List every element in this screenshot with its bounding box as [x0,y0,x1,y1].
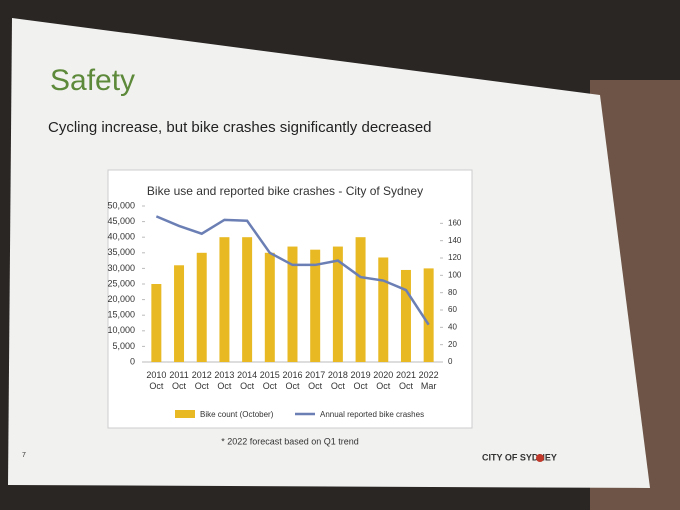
y-tick-label: 35,000 [107,247,135,257]
bar [400,269,411,362]
y-tick-label: 50,000 [107,200,135,210]
x-tick-label: 2016 Oct [282,370,303,391]
bar [378,257,389,362]
y2-tick-label: 160 [448,218,462,227]
x-tick-label-box: 2018 Oct [327,370,348,391]
bar [196,252,207,362]
x-tick-label-box: 2015 Oct [259,370,280,391]
bar [219,237,230,362]
bar [332,246,343,362]
y-tick-label: 20,000 [107,294,135,304]
x-tick-label-box: 2020 Oct [373,370,394,391]
slide-subheading: Cycling increase, but bike crashes signi… [48,119,432,136]
y2-tick-label: 100 [448,270,462,279]
bar [310,249,321,362]
x-tick-label-box: 2014 Oct [237,370,258,391]
x-tick-label-box: 2010 Oct [146,370,167,391]
bar [423,268,434,362]
x-tick-label: 2013 Oct [214,370,235,391]
y-tick-label: 5,000 [112,341,135,351]
x-tick-label: 2020 Oct [373,370,394,391]
legend-swatch [175,410,195,418]
slide-heading: Safety [50,64,135,97]
x-tick-label: 2019 Oct [350,370,371,391]
bar [355,237,366,362]
x-tick-label: 2010 Oct [146,370,167,391]
logo: CITY OF SYDNEY [482,452,557,462]
y2-tick-label: 60 [448,305,457,314]
line [155,215,430,326]
x-tick-label-box: 2016 Oct [282,370,303,391]
x-tick-label-box: 2022 Mar [418,370,439,391]
legend-label: Annual reported bike crashes [320,410,424,419]
x-tick-label-box: 2011 Oct [169,370,189,391]
x-tick-label-box: 2017 Oct [305,370,326,391]
x-tick-label: 2022 Mar [418,370,439,391]
x-tick-label: 2015 Oct [259,370,280,391]
y2-tick-label: 0 [448,357,453,366]
x-tick-label-box: 2019 Oct [350,370,371,391]
y-tick-label: 30,000 [107,263,135,273]
y2-tick-label: 20 [448,340,457,349]
legend-label: Bike count (October) [200,410,274,419]
x-tick-label: 2014 Oct [237,370,258,391]
bar [174,265,185,362]
x-tick-label: 2021 Oct [395,370,416,391]
x-tick-label: 2012 Oct [191,370,212,391]
y-tick-label: 15,000 [107,310,135,320]
y2-tick-label: 80 [448,288,457,297]
footnote: * 2022 forecast based on Q1 trend [221,436,359,446]
x-tick-label-box: 2013 Oct [214,370,235,391]
x-tick-label: 2017 Oct [305,370,326,391]
y-tick-label: 45,000 [107,216,135,226]
bar [287,246,298,362]
chart-title: Bike use and reported bike crashes - Cit… [147,184,423,198]
y-tick-label: 10,000 [107,325,135,335]
y-tick-label: 0 [130,356,135,366]
y2-tick-label: 40 [448,322,457,331]
y-tick-label: 40,000 [107,232,135,242]
bar [151,284,162,362]
logo-icon [536,454,544,462]
bar [242,237,253,362]
x-tick-label: 2018 Oct [327,370,348,391]
page-number: 7 [22,452,26,459]
bar [264,252,275,362]
y2-tick-label: 120 [448,253,462,262]
y-tick-label: 25,000 [107,278,135,288]
x-tick-label-box: 2021 Oct [395,370,416,391]
x-tick-label-box: 2012 Oct [191,370,212,391]
x-tick-label: 2011 Oct [169,370,189,391]
y2-tick-label: 140 [448,236,462,245]
